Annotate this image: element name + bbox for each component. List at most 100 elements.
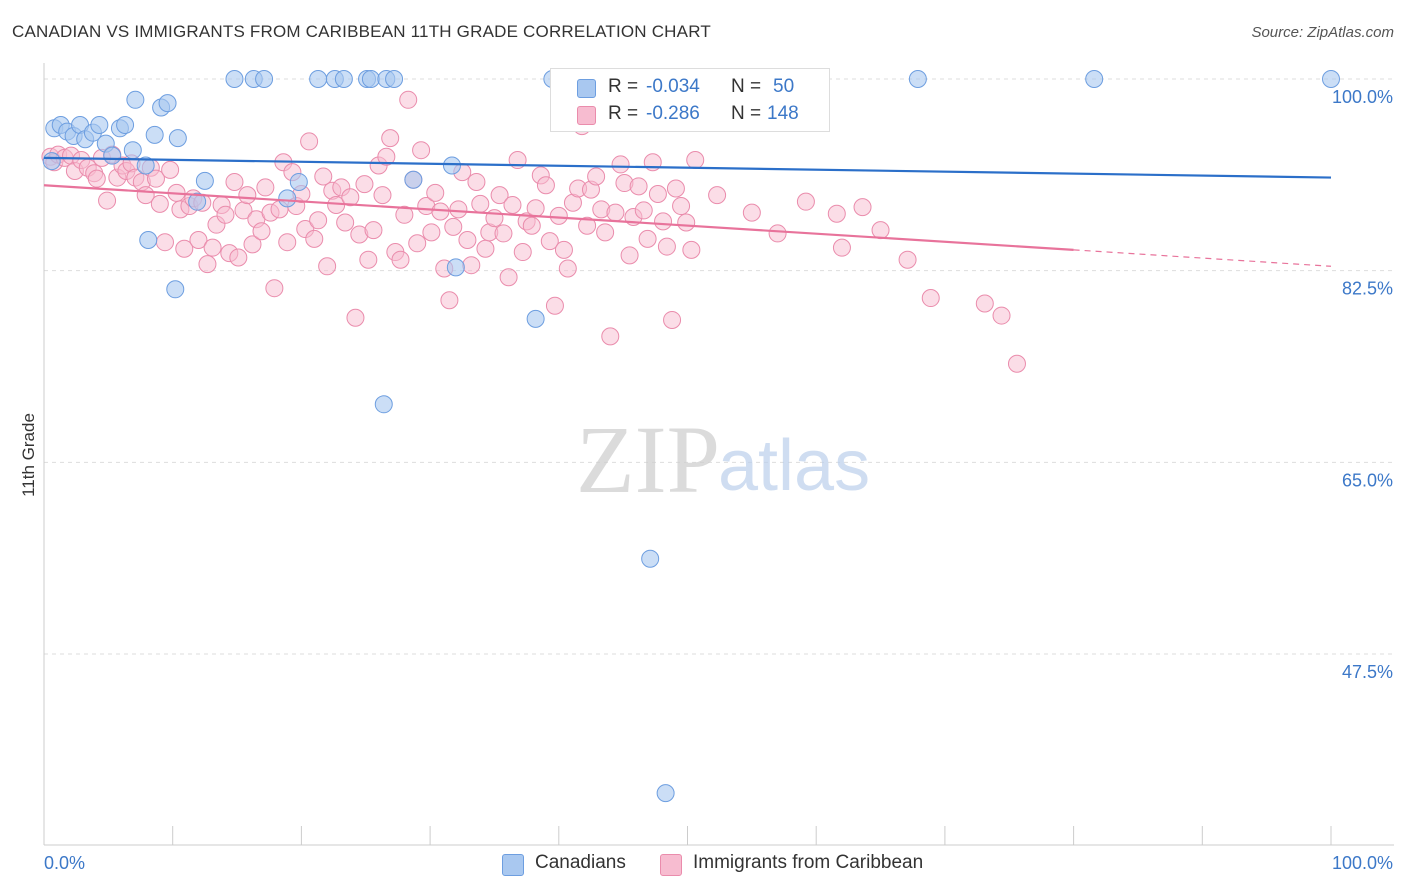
canadian-point [195, 171, 214, 190]
caribbean-point [587, 167, 606, 186]
caribbean-point [467, 172, 486, 191]
caribbean-point [98, 191, 117, 210]
caribbean-point [355, 175, 374, 194]
caribbean-point [596, 223, 615, 242]
caribbean-point [526, 199, 545, 218]
canadians-r-value: -0.034 [646, 76, 700, 97]
chart-title: CANADIAN VS IMMIGRANTS FROM CARIBBEAN 11… [12, 22, 711, 41]
legend-r-label: R = [608, 76, 639, 97]
caribbean-point [522, 216, 541, 235]
caribbean-point [992, 306, 1011, 325]
caribbean-point [146, 169, 165, 188]
trend-lines [43, 156, 1332, 267]
caribbean-point [490, 186, 509, 205]
canadian-point [1085, 70, 1104, 88]
caribbean-point [503, 195, 522, 214]
y-tick-label: 47.5% [1342, 662, 1393, 682]
caribbean-point [620, 246, 639, 265]
caribbean-point [341, 188, 360, 207]
caribbean-point [359, 250, 378, 269]
canadian-point [446, 258, 465, 277]
caribbean-point [422, 223, 441, 242]
caribbean-point [494, 224, 513, 243]
canadian-point [145, 125, 164, 144]
caribbean-point [150, 194, 169, 213]
canadian-point [1322, 70, 1340, 88]
caribbean-point [796, 192, 815, 211]
caribbean-point [499, 268, 518, 287]
caribbean-point [238, 186, 257, 205]
caribbean-point [462, 256, 481, 275]
caribbean-point [300, 132, 319, 151]
caribbean-point [832, 238, 851, 257]
caribbean-point [278, 233, 297, 252]
caribbean-point [391, 250, 410, 269]
canadian-point [158, 94, 177, 113]
canadian-point [289, 172, 308, 191]
caribbean-point [426, 183, 445, 202]
canadian-point [404, 170, 423, 189]
gridlines [44, 78, 1394, 655]
caribbean-legend-swatch [660, 854, 682, 876]
caribbean-point [229, 248, 248, 267]
caribbean-point [1007, 354, 1026, 373]
canadian-point [225, 70, 244, 88]
caribbean-point [708, 186, 727, 205]
caribbean-point [975, 294, 994, 313]
caribbean-point [189, 231, 208, 249]
legend-n-label: N = [731, 103, 762, 124]
canadian-point [168, 129, 187, 148]
caribbean-point [175, 239, 194, 258]
caribbean-n-value: 148 [767, 103, 799, 124]
canadian-point [42, 152, 61, 171]
axis-labels: 100.0% 82.5% 65.0% 47.5% 0.0% 100.0% 11th Grad… [19, 87, 1393, 873]
caribbean-trend-extension [1073, 249, 1332, 267]
canadians-swatch [577, 79, 596, 98]
canadian-point [334, 70, 353, 88]
caribbean-point [346, 308, 365, 327]
canadian-point [136, 156, 155, 175]
caribbean-point [225, 172, 244, 191]
canadian-point [309, 70, 328, 88]
canadian-point [526, 309, 545, 328]
caribbean-point [666, 179, 685, 198]
caribbean-point [648, 185, 667, 203]
caribbean-point [554, 240, 573, 259]
y-tick-label: 82.5% [1342, 279, 1393, 299]
legend-n-label: N = [731, 76, 762, 97]
caribbean-point [377, 147, 396, 166]
caribbean-point [657, 237, 676, 256]
caribbean-point [742, 203, 761, 222]
canadian-point [90, 116, 109, 134]
canadians-legend-label: Canadians [535, 852, 626, 873]
caribbean-points [41, 90, 1026, 373]
caribbean-point [686, 151, 705, 170]
caribbean-point [654, 212, 673, 231]
canadian-point [361, 70, 380, 88]
caribbean-point [545, 296, 564, 315]
caribbean-point [458, 231, 477, 249]
caribbean-trend-line [43, 184, 1074, 251]
canadians-legend-swatch [502, 854, 524, 876]
canadian-point [103, 146, 122, 165]
caribbean-point [476, 239, 495, 258]
caribbean-point [449, 200, 468, 219]
caribbean-point [243, 235, 262, 254]
caribbean-point [256, 178, 275, 197]
caribbean-point [827, 204, 846, 223]
canadian-point [116, 116, 135, 134]
y-tick-label: 100.0% [1332, 87, 1393, 107]
canadian-point [278, 189, 297, 208]
caribbean-point [611, 155, 630, 174]
caribbean-point [309, 211, 328, 230]
canadians-n-value: 50 [773, 76, 795, 97]
caribbean-point [536, 176, 555, 195]
caribbean-point [336, 213, 355, 232]
canadian-point [374, 395, 393, 414]
caribbean-point [898, 250, 917, 269]
canadian-point [139, 231, 158, 249]
y-tick-label: 65.0% [1342, 470, 1393, 490]
caribbean-legend-label: Immigrants from Caribbean [693, 852, 924, 873]
caribbean-point [601, 327, 620, 346]
